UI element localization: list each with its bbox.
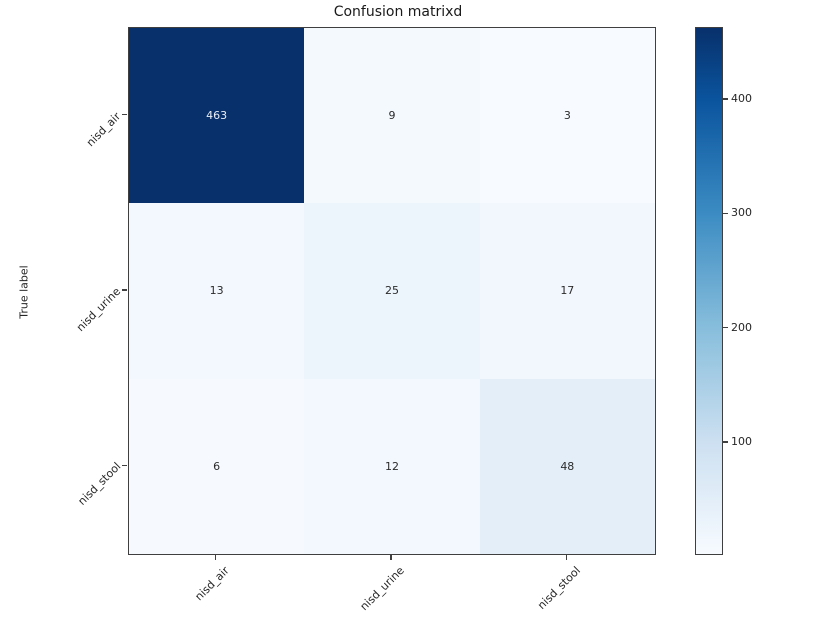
y-tick-label: nisd_stool (75, 460, 124, 509)
x-tick-label: nisd_urine (358, 564, 408, 614)
colorbar-tick-label: 300 (731, 206, 752, 220)
colorbar-tick-mark (722, 327, 728, 329)
heatmap-cell: 48 (479, 378, 655, 554)
colorbar-tick-label: 400 (731, 92, 752, 106)
colorbar (695, 27, 723, 555)
heatmap-cell: 463 (129, 28, 305, 204)
colorbar-tick-label: 100 (731, 435, 752, 449)
heatmap-cell: 6 (129, 378, 305, 554)
y-tick-mark (122, 289, 127, 291)
x-tick-mark (390, 554, 392, 560)
chart-title: Confusion matrixd (333, 4, 463, 20)
x-tick-label: nisd_air (192, 564, 232, 604)
colorbar-tick-mark (722, 98, 728, 100)
y-tick-mark (122, 464, 127, 466)
y-tick-mark (122, 114, 127, 116)
colorbar-tick-label: 200 (731, 320, 752, 334)
x-tick-mark (215, 554, 217, 560)
y-tick-label: nisd_urine (74, 284, 124, 335)
heatmap-cell: 25 (304, 203, 480, 379)
y-tick-label: nisd_air (84, 109, 124, 149)
x-tick-label: nisd_stool (534, 564, 583, 612)
heatmap-cell: 9 (304, 28, 480, 204)
y-axis-label: True label (17, 265, 31, 319)
heatmap-cell: 13 (129, 203, 305, 379)
x-tick-mark (565, 554, 567, 560)
heatmap-cell: 12 (304, 378, 480, 554)
heatmap-axes: 463 9 3 13 25 17 6 12 48 (128, 27, 656, 555)
heatmap-cell: 17 (479, 203, 655, 379)
heatmap-cell: 3 (479, 28, 655, 204)
colorbar-tick-mark (722, 441, 728, 443)
colorbar-tick-mark (722, 212, 728, 214)
